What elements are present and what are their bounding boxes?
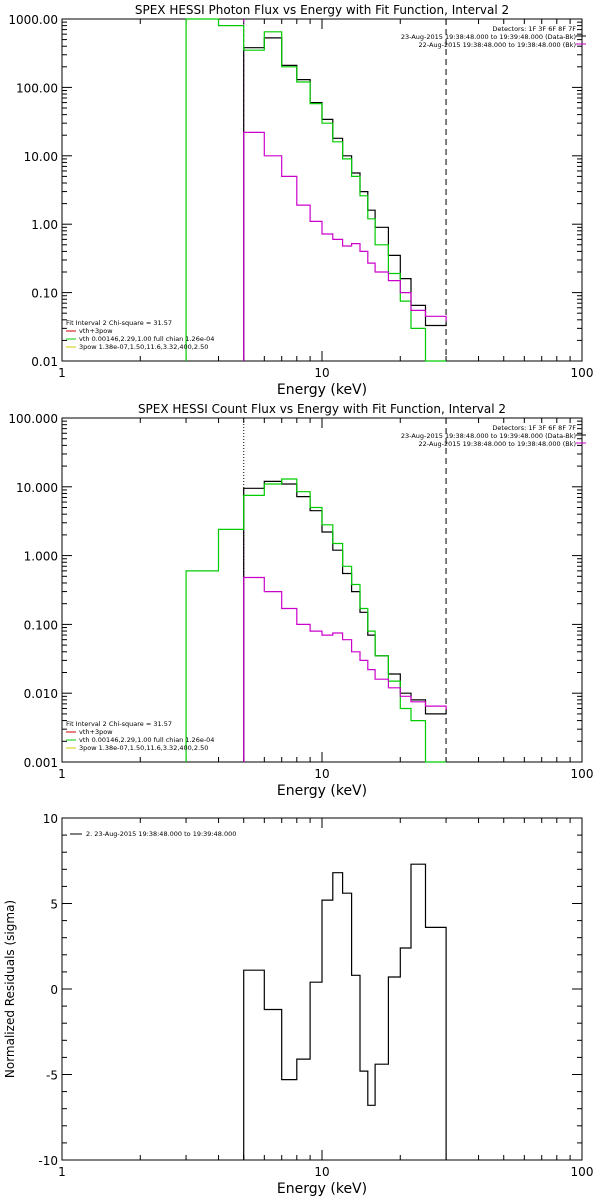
- fit-info-text: Fit Interval 2 Chi-square = 31.57: [66, 720, 172, 728]
- y-tick-label: -5: [46, 1069, 58, 1083]
- y-tick-label: 10.00: [24, 150, 58, 164]
- model-vth-3pow-step-line: [185, 18, 447, 362]
- residual-step-line: [243, 863, 447, 1160]
- y-axis-ticks: [62, 420, 582, 763]
- background-step-line: [243, 131, 447, 361]
- x-axis-ticks: [61, 418, 571, 762]
- x-tick-label: 1: [58, 767, 66, 781]
- x-axis-label: Energy (keV): [277, 1181, 367, 1197]
- x-tick-label: 100: [571, 1165, 594, 1179]
- x-tick-label: 100: [571, 366, 594, 380]
- y-axis-label: Normalized Residuals (sigma): [3, 900, 17, 1078]
- info-text: 23-Aug-2015 19:38:48.000 to 19:39:48.000…: [401, 33, 576, 41]
- fit-legend-label: 3pow 1.38e-07,1.50,11.6,3.32,400,2.50: [79, 343, 208, 351]
- info-text: 22-Aug-2015 19:38:48.000 to 19:38:48.000…: [419, 440, 576, 448]
- chart-panels: SPEX HESSI Photon Flux vs Energy with Fi…: [3, 3, 593, 1197]
- info-text: 23-Aug-2015 19:38:48.000 to 19:39:48.000…: [401, 432, 576, 440]
- y-tick-label: 1000.00: [8, 13, 58, 27]
- info-text: Detectors: 1F 3F 6F 8F 7F: [492, 25, 576, 33]
- fit-legend-label: vth 0.00146,2.29,1.00 full chian 1.26e-0…: [79, 335, 214, 343]
- y-axis-ticks: [62, 21, 582, 362]
- y-tick-label: 0.100: [24, 618, 58, 632]
- x-tick-label: 1: [58, 366, 66, 380]
- residual-legend-label: 2. 23-Aug-2015 19:38:48.000 to 19:39:48.…: [86, 830, 236, 838]
- y-tick-label: 0.10: [31, 287, 58, 301]
- y-tick-label: 1.00: [31, 218, 58, 232]
- chart-title: SPEX HESSI Count Flux vs Energy with Fit…: [138, 402, 506, 416]
- y-tick-label: 1.000: [24, 550, 58, 564]
- y-tick-label: 100.00: [16, 81, 58, 95]
- x-tick-label: 10: [314, 767, 329, 781]
- fit-legend-label: 3pow 1.38e-07,1.50,11.6,3.32,400,2.50: [79, 744, 208, 752]
- y-tick-label: 10.000: [16, 481, 58, 495]
- chart-title: SPEX HESSI Photon Flux vs Energy with Fi…: [135, 3, 509, 17]
- info-text: Detectors: 1F 3F 6F 8F 7F: [492, 424, 576, 432]
- fit-legend-label: vth 0.00146,2.29,1.00 full chian 1.26e-0…: [79, 736, 214, 744]
- chart-panel-1: SPEX HESSI Photon Flux vs Energy with Fi…: [8, 3, 593, 398]
- x-tick-label: 100: [571, 767, 594, 781]
- y-tick-label: 0: [50, 983, 58, 997]
- x-axis-label: Energy (keV): [277, 382, 367, 398]
- fit-legend-label: vth+3pow: [79, 327, 113, 335]
- x-axis-label: Energy (keV): [277, 783, 367, 799]
- y-tick-label: 0.001: [24, 756, 58, 770]
- x-tick-label: 1: [58, 1165, 66, 1179]
- background-step-line: [243, 576, 447, 762]
- x-tick-label: 10: [314, 1165, 329, 1179]
- y-tick-label: 0.010: [24, 687, 58, 701]
- chart-panel-2: SPEX HESSI Count Flux vs Energy with Fit…: [8, 402, 593, 799]
- y-tick-label: -10: [38, 1154, 58, 1168]
- y-tick-label: 100.000: [8, 412, 58, 426]
- fit-legend-label: vth+3pow: [79, 728, 113, 736]
- info-text: 22-Aug-2015 19:38:48.000 to 19:38:48.000…: [419, 41, 576, 49]
- y-axis-ticks: [62, 817, 582, 1161]
- y-tick-label: 5: [50, 898, 58, 912]
- x-tick-label: 10: [314, 366, 329, 380]
- y-tick-label: 0.01: [31, 355, 58, 369]
- y-tick-label: 10: [43, 812, 58, 826]
- chart-panel-3: 1 10 100 -10 -5 0 5 10 Energy (keV) Normalized Re…: [3, 812, 593, 1197]
- fit-info-text: Fit Interval 2 Chi-square = 31.57: [66, 319, 172, 327]
- model-vth-3pow-step-line: [185, 478, 447, 763]
